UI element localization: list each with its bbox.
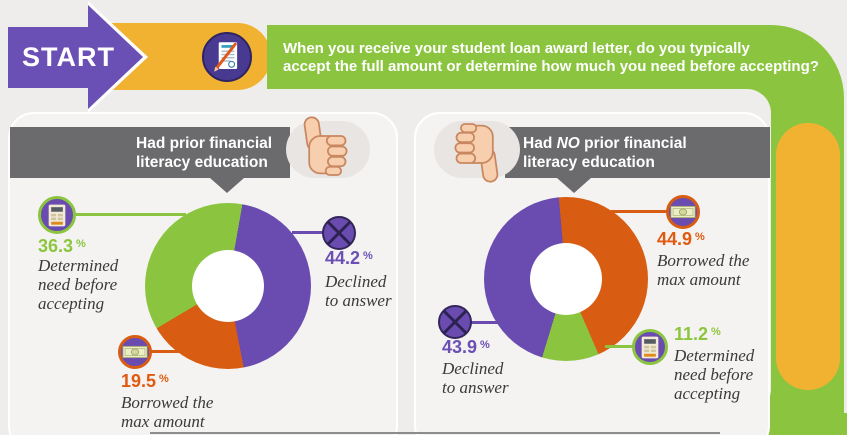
callout-value: 44.9% (657, 229, 705, 249)
callout-badge (38, 196, 76, 234)
question-line-1: When you receive your student loan award… (283, 40, 750, 57)
header-tail (557, 178, 591, 193)
document-pen-icon (214, 42, 238, 72)
callout-value: 19.5% (121, 371, 169, 391)
header-line-2: literacy education (523, 153, 655, 171)
header-tail (210, 178, 244, 193)
calculator-icon (48, 204, 66, 226)
header-line-1: Had prior financial (136, 134, 273, 152)
callout-label: Borrowed the max amount (121, 393, 214, 431)
percent-sign: % (76, 238, 86, 250)
callout-line (150, 350, 180, 353)
percent-sign: % (159, 373, 169, 385)
percent-sign: % (363, 250, 373, 262)
callout-label: Determined need before accepting (38, 256, 119, 313)
question-text: When you receive your student loan award… (283, 40, 819, 76)
callout-line (611, 210, 668, 213)
callout-badge (438, 305, 472, 339)
question-badge (202, 32, 252, 82)
crossed-circle-icon (326, 220, 352, 246)
callout-label: Borrowed the max amount (657, 251, 750, 289)
callout-line (605, 345, 635, 348)
callout-badge (322, 216, 356, 250)
donut-hole (530, 243, 602, 315)
flow-vertical-yellow (776, 123, 840, 390)
callout-line (292, 231, 324, 234)
donut-hole (192, 250, 264, 322)
callout-value: 11.2% (674, 324, 721, 344)
start-label: START (22, 42, 115, 72)
callout-line (73, 213, 186, 216)
money-icon (122, 345, 148, 359)
crossed-circle-icon (442, 309, 468, 335)
thumbs-down-icon (454, 123, 499, 183)
callout-badge (118, 335, 152, 369)
header-prior-education: Had prior financial literacy education (10, 127, 290, 178)
callout-value: 43.9% (442, 337, 490, 357)
question-line-2: accept the full amount or determine how … (283, 58, 819, 75)
callout-value: 36.3% (38, 236, 86, 256)
percent-sign: % (480, 339, 490, 351)
start-arrow (8, 27, 90, 88)
header-line-2: literacy education (136, 153, 268, 171)
percent-sign: % (711, 326, 721, 338)
callout-badge (632, 329, 668, 365)
start-arrow-head (88, 5, 143, 109)
callout-label: Declined to answer (442, 359, 509, 397)
header-no-prior-education: Had NO prior financial literacy educatio… (505, 127, 770, 178)
callout-value: 44.2% (325, 248, 373, 268)
callout-label: Declined to answer (325, 272, 392, 310)
flow-band-green (267, 25, 771, 89)
calculator-icon (641, 336, 659, 358)
percent-sign: % (695, 231, 705, 243)
header-line-1: Had NO prior financial (523, 134, 687, 152)
bottom-divider (150, 432, 720, 434)
callout-line (470, 321, 498, 324)
money-icon (670, 205, 696, 219)
callout-badge (666, 195, 700, 229)
callout-label: Determined need before accepting (674, 346, 755, 403)
thumbs-up-icon (303, 116, 348, 176)
